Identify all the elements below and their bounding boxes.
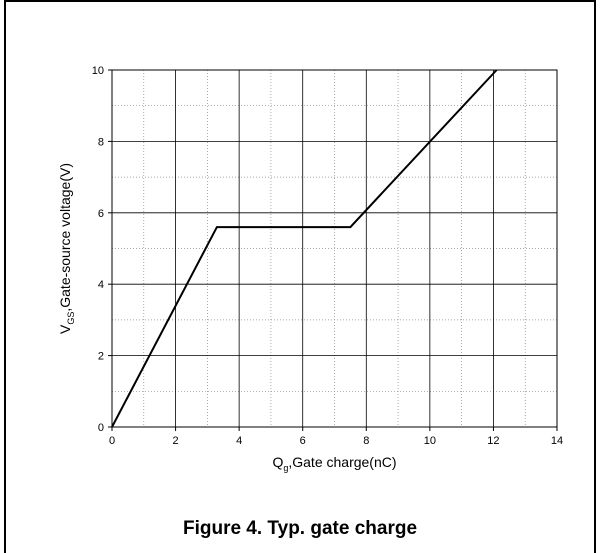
figure-caption: Figure 4. Typ. gate charge <box>182 518 418 539</box>
y-axis-label-rest: ,Gate-source voltage(V) <box>57 163 73 312</box>
x-tick-label: 10 <box>424 435 436 447</box>
figure-frame <box>4 0 596 553</box>
x-tick-label: 12 <box>487 435 499 447</box>
y-tick-label: 4 <box>98 279 104 291</box>
y-tick-label: 10 <box>92 65 104 77</box>
x-tick-label: 14 <box>551 435 563 447</box>
x-tick-label: 8 <box>363 435 369 447</box>
y-axis-label-main: V <box>57 324 73 334</box>
x-tick-label: 4 <box>236 435 242 447</box>
y-tick-label: 2 <box>98 351 104 363</box>
y-axis-label-sub: GS <box>66 312 76 325</box>
y-tick-labels: 0 2 4 6 8 10 <box>92 65 104 434</box>
gate-charge-curve <box>111 69 498 428</box>
x-tick-labels: 0 2 4 6 8 10 12 14 <box>109 435 563 447</box>
axis-ticks <box>108 69 558 431</box>
x-tick-label: 0 <box>109 435 115 447</box>
y-tick-label: 0 <box>98 422 104 434</box>
y-tick-label: 6 <box>98 208 104 220</box>
x-tick-label: 2 <box>173 435 179 447</box>
plot-area <box>111 69 558 428</box>
x-axis-label-rest: ,Gate charge(nC) <box>288 454 396 470</box>
x-axis-label: Qg,Gate charge(nC) <box>272 454 396 473</box>
x-tick-label: 6 <box>300 435 306 447</box>
y-tick-label: 8 <box>98 136 104 148</box>
minor-grid <box>112 70 557 427</box>
y-axis-label: VGS,Gate-source voltage(V) <box>57 163 76 334</box>
x-axis-label-main: Q <box>272 454 283 470</box>
gate-charge-chart: 0 2 4 6 8 10 12 14 0 2 4 6 8 10 Qg,Gate charge(nC) V… <box>57 65 563 473</box>
major-grid <box>112 70 557 427</box>
x-axis-label-sub: g <box>283 463 288 473</box>
